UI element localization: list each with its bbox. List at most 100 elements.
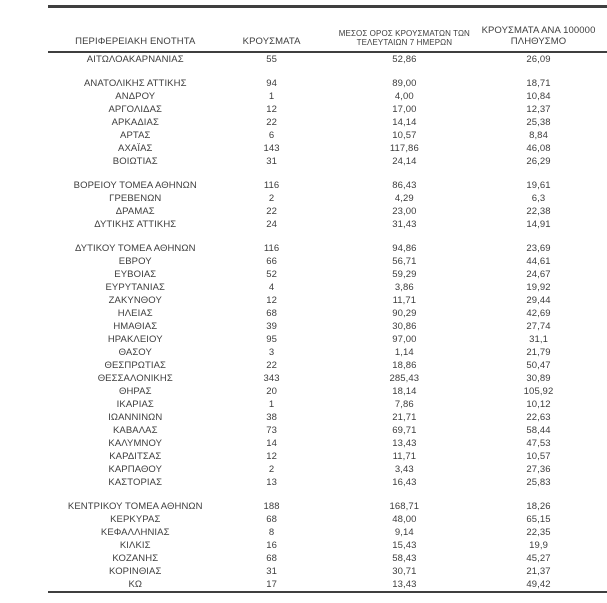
cell-cases: 39 <box>266 320 277 332</box>
cell-avg-7day: 58,43 <box>392 552 417 564</box>
cell-avg-7day: 89,00 <box>392 77 417 89</box>
cell-per-100k: 29,44 <box>526 294 551 306</box>
cell-avg-7day: 30,86 <box>392 320 417 332</box>
table-row: ΑΝΑΤΟΛΙΚΗΣ ΑΤΤΙΚΗΣ 94 89,00 18,71 <box>48 77 607 90</box>
cell-cases: 12 <box>266 103 277 115</box>
cell-per-100k: 6,3 <box>531 192 546 204</box>
cell-avg-7day: 285,43 <box>389 372 420 384</box>
cell-regional-unit: ΔΡΑΜΑΣ <box>115 205 155 217</box>
cell-per-100k: 18,71 <box>526 77 551 89</box>
cell-avg-7day: 21,71 <box>392 411 417 423</box>
cell-cases: 2 <box>268 463 275 475</box>
header-regional-unit: ΠΕΡΙΦΕΡΕΙΑΚΗ ΕΝΟΤΗΤΑ <box>48 6 205 53</box>
group-spacer-row <box>48 66 607 77</box>
cell-avg-7day: 18,14 <box>392 385 417 397</box>
table-row: ΘΑΣΟΥ 3 1,14 21,79 <box>48 346 607 359</box>
cell-per-100k: 42,69 <box>526 307 551 319</box>
cell-regional-unit: ΚΟΖΑΝΗΣ <box>112 552 159 564</box>
cell-avg-7day: 3,43 <box>394 463 414 475</box>
cell-per-100k: 49,42 <box>526 578 551 590</box>
cell-regional-unit: ΗΡΑΚΛΕΙΟΥ <box>107 333 163 345</box>
table-row: ΚΑΡΠΑΘΟΥ 2 3,43 27,36 <box>48 463 607 476</box>
cell-regional-unit: ΚΑΡΔΙΤΣΑΣ <box>109 450 162 462</box>
table-row: ΑΝΔΡΟΥ 1 4,00 10,84 <box>48 90 607 103</box>
header-row: ΠΕΡΙΦΕΡΕΙΑΚΗ ΕΝΟΤΗΤΑ ΚΡΟΥΣΜΑΤΑ ΜΕΣΟΣ ΟΡΟ… <box>48 6 607 53</box>
header-line: ΤΕΛΕΥΤΑΙΩΝ 7 ΗΜΕΡΩΝ <box>356 38 453 48</box>
table-row: ΑΧΑΪΑΣ 143 117,86 46,08 <box>48 142 607 155</box>
cell-per-100k: 44,61 <box>526 255 551 267</box>
table-row: ΚΕΦΑΛΛΗΝΙΑΣ 8 9,14 22,35 <box>48 526 607 539</box>
cases-table: ΠΕΡΙΦΕΡΕΙΑΚΗ ΕΝΟΤΗΤΑ ΚΡΟΥΣΜΑΤΑ ΜΕΣΟΣ ΟΡΟ… <box>48 5 607 593</box>
table-row: ΑΙΤΩΛΟΑΚΑΡΝΑΝΙΑΣ 55 52,86 26,09 <box>48 52 607 66</box>
cell-avg-7day: 14,14 <box>392 116 417 128</box>
cell-cases: 12 <box>266 294 277 306</box>
cell-per-100k: 19,9 <box>529 539 548 551</box>
cell-regional-unit: ΙΚΑΡΙΑΣ <box>116 398 154 410</box>
cell-per-100k: 26,09 <box>526 53 551 65</box>
group-spacer-row <box>48 489 607 500</box>
spacer-cell <box>48 231 607 242</box>
cell-per-100k: 10,12 <box>526 398 551 410</box>
table-row: ΑΡΤΑΣ 6 10,57 8,84 <box>48 129 607 142</box>
cell-per-100k: 10,84 <box>526 90 551 102</box>
cell-per-100k: 12,37 <box>526 103 551 115</box>
cell-per-100k: 47,53 <box>526 437 551 449</box>
cell-per-100k: 8,84 <box>529 129 548 141</box>
header-line: ΠΛΗΘΥΣΜΟ <box>510 36 567 48</box>
cell-avg-7day: 15,43 <box>392 539 417 551</box>
cell-avg-7day: 3,86 <box>394 281 414 293</box>
cell-per-100k: 27,36 <box>526 463 551 475</box>
cell-regional-unit: ΙΩΑΝΝΙΝΩΝ <box>108 411 163 423</box>
cell-avg-7day: 18,86 <box>392 359 417 371</box>
cell-regional-unit: ΕΒΡΟΥ <box>118 255 152 267</box>
table-row: ΚΙΛΚΙΣ 16 15,43 19,9 <box>48 539 607 552</box>
cell-avg-7day: 10,57 <box>392 129 417 141</box>
table-row: ΚΕΡΚΥΡΑΣ 68 48,00 65,15 <box>48 513 607 526</box>
cell-regional-unit: ΚΩ <box>128 578 143 590</box>
table-row: ΚΑΣΤΟΡΙΑΣ 13 16,43 25,83 <box>48 476 607 489</box>
cell-regional-unit: ΒΟΙΩΤΙΑΣ <box>112 155 158 167</box>
table-row: ΘΕΣΠΡΩΤΙΑΣ 22 18,86 50,47 <box>48 359 607 372</box>
cell-regional-unit: ΘΕΣΣΑΛΟΝΙΚΗΣ <box>97 372 173 384</box>
cell-cases: 94 <box>266 77 277 89</box>
cell-per-100k: 18,26 <box>526 500 551 512</box>
cell-cases: 16 <box>266 539 277 551</box>
cell-cases: 24 <box>266 218 277 230</box>
cell-per-100k: 23,69 <box>526 242 551 254</box>
cell-per-100k: 19,61 <box>526 179 551 191</box>
cell-avg-7day: 11,71 <box>392 450 417 462</box>
cell-regional-unit: ΑΝΔΡΟΥ <box>115 90 156 102</box>
cell-cases: 31 <box>266 565 277 577</box>
table-row: ΖΑΚΥΝΘΟΥ 12 11,71 29,44 <box>48 294 607 307</box>
cell-regional-unit: ΕΥΒΟΙΑΣ <box>114 268 157 280</box>
cell-regional-unit: ΗΜΑΘΙΑΣ <box>113 320 158 332</box>
cell-regional-unit: ΑΧΑΪΑΣ <box>118 142 153 154</box>
table-row: ΕΒΡΟΥ 66 56,71 44,61 <box>48 255 607 268</box>
table-row: ΘΗΡΑΣ 20 18,14 105,92 <box>48 385 607 398</box>
cell-cases: 20 <box>266 385 277 397</box>
table-row: ΗΛΕΙΑΣ 68 90,29 42,69 <box>48 307 607 320</box>
cell-cases: 1 <box>268 398 275 410</box>
table-row: ΑΡΓΟΛΙΔΑΣ 12 17,00 12,37 <box>48 103 607 116</box>
cell-cases: 4 <box>268 281 275 293</box>
cell-avg-7day: 168,71 <box>389 500 420 512</box>
cell-per-100k: 21,79 <box>526 346 551 358</box>
cell-per-100k: 65,15 <box>526 513 551 525</box>
cell-cases: 31 <box>266 155 277 167</box>
cell-avg-7day: 9,14 <box>394 526 414 538</box>
cell-per-100k: 27,74 <box>526 320 551 332</box>
table-row: ΔΥΤΙΚΗΣ ΑΤΤΙΚΗΣ 24 31,43 14,91 <box>48 218 607 231</box>
table-row: ΚΟΖΑΝΗΣ 68 58,43 45,27 <box>48 552 607 565</box>
cell-avg-7day: 52,86 <box>392 53 417 65</box>
cell-regional-unit: ΗΛΕΙΑΣ <box>117 307 153 319</box>
cell-avg-7day: 94,86 <box>392 242 417 254</box>
table-row: ΒΟΡΕΙΟΥ ΤΟΜΕΑ ΑΘΗΝΩΝ 116 86,43 19,61 <box>48 179 607 192</box>
cell-cases: 52 <box>266 268 277 280</box>
cell-avg-7day: 16,43 <box>392 476 417 488</box>
cell-per-100k: 50,47 <box>526 359 551 371</box>
header-per-100k: ΚΡΟΥΣΜΑΤΑ ΑΝΑ 100000 ΠΛΗΘΥΣΜΟ <box>470 6 607 53</box>
cell-per-100k: 46,08 <box>526 142 551 154</box>
cell-avg-7day: 13,43 <box>392 578 417 590</box>
table-row: ΗΜΑΘΙΑΣ 39 30,86 27,74 <box>48 320 607 333</box>
table-row: ΓΡΕΒΕΝΩΝ 2 4,29 6,3 <box>48 192 607 205</box>
